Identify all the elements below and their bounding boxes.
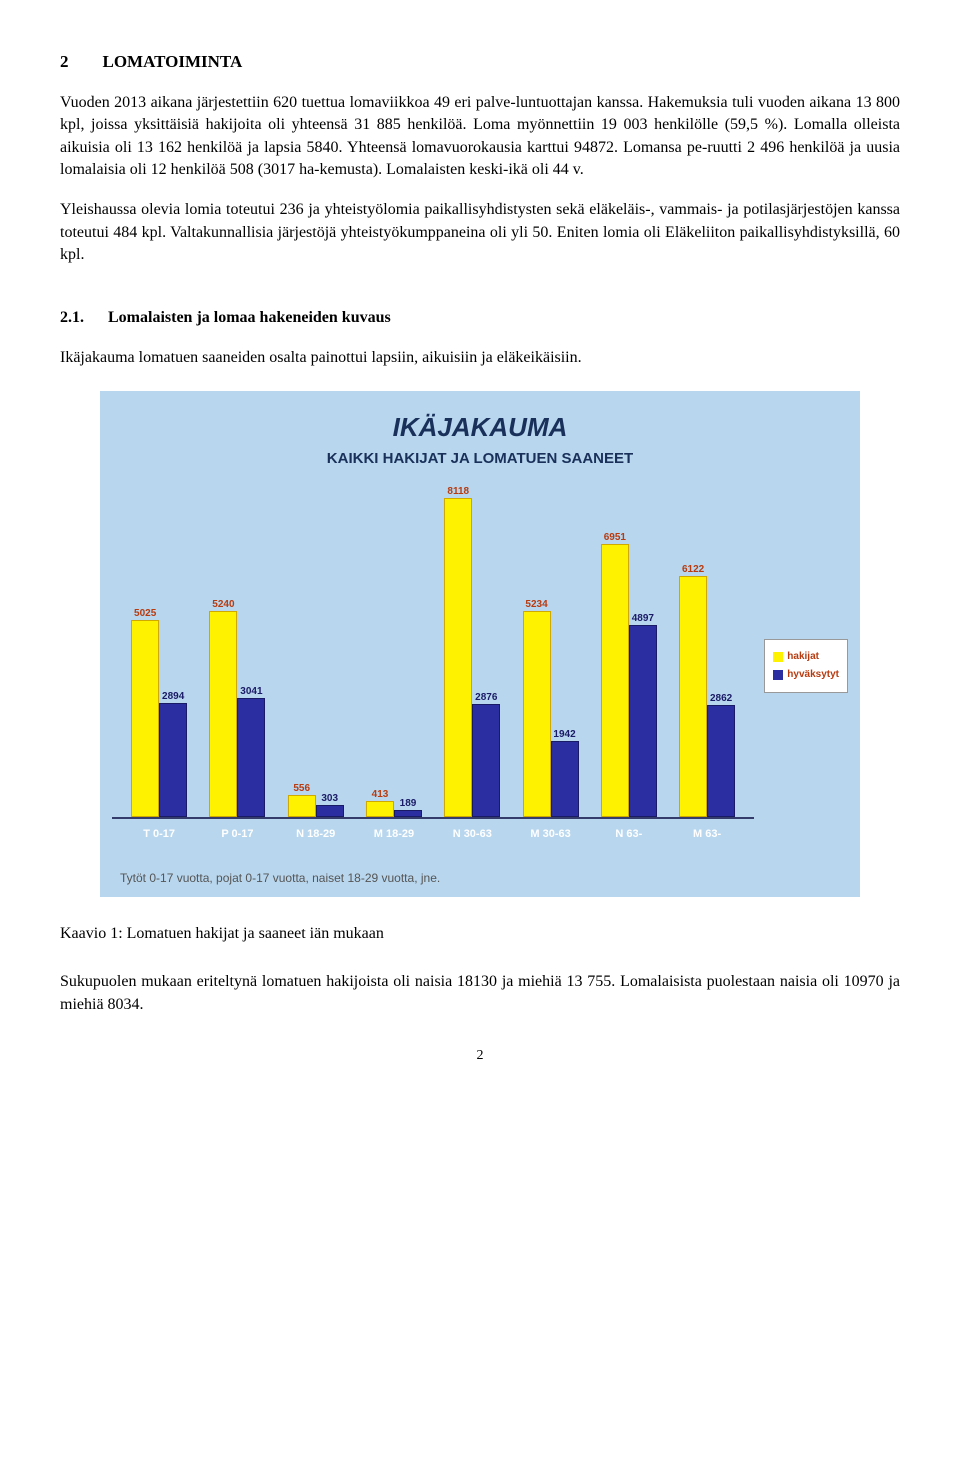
bar-value-label: 2876 — [473, 691, 499, 705]
paragraph-3: Ikäjakauma lomatuen saaneiden osalta pai… — [60, 347, 900, 369]
bar-hyvaksytyt: 1942 — [551, 741, 579, 817]
x-tick-label: M 63- — [677, 827, 737, 842]
bar-group: 50252894 — [131, 487, 187, 817]
legend-item-hakijat: hakijat — [773, 650, 839, 664]
legend-item-hyvaksytyt: hyväksytyt — [773, 668, 839, 682]
plot-area: 5025289452403041556303413189811828765234… — [112, 487, 754, 817]
bar-value-label: 5234 — [524, 598, 550, 612]
bar-hakijat: 8118 — [444, 498, 472, 817]
section-number: 2 — [60, 52, 69, 71]
bar-hyvaksytyt: 2894 — [159, 703, 187, 817]
bar-group: 556303 — [288, 487, 344, 817]
bar-hakijat: 5240 — [209, 611, 237, 817]
legend-label-hyvaksytyt: hyväksytyt — [787, 668, 839, 682]
bar-hakijat: 556 — [288, 795, 316, 817]
x-tick-label: M 18-29 — [364, 827, 424, 842]
bar-group: 61222862 — [679, 487, 735, 817]
bar-hyvaksytyt: 303 — [316, 805, 344, 817]
bar-chart: IKÄJAKAUMA KAIKKI HAKIJAT JA LOMATUEN SA… — [100, 391, 860, 897]
paragraph-4: Sukupuolen mukaan eriteltynä lomatuen ha… — [60, 971, 900, 1016]
bar-value-label: 6122 — [680, 563, 706, 577]
section-heading: 2 LOMATOIMINTA — [60, 50, 900, 74]
bar-hyvaksytyt: 2876 — [472, 704, 500, 817]
chart-title: IKÄJAKAUMA — [112, 409, 848, 445]
subsection-number: 2.1. — [60, 309, 84, 326]
bar-group: 81182876 — [444, 487, 500, 817]
bar-value-label: 4897 — [630, 612, 656, 626]
bar-hakijat: 5025 — [131, 620, 159, 817]
x-tick-label: T 0-17 — [129, 827, 189, 842]
section-title: LOMATOIMINTA — [103, 52, 243, 71]
bar-value-label: 303 — [317, 792, 343, 806]
x-tick-label: N 63- — [599, 827, 659, 842]
x-tick-label: N 30-63 — [442, 827, 502, 842]
bar-hakijat: 6951 — [601, 544, 629, 817]
bar-hyvaksytyt: 189 — [394, 810, 422, 817]
bar-value-label: 6951 — [602, 531, 628, 545]
paragraph-2: Yleishaussa olevia lomia toteutui 236 ja… — [60, 199, 900, 266]
bar-hyvaksytyt: 2862 — [707, 705, 735, 817]
paragraph-1: Vuoden 2013 aikana järjestettiin 620 tue… — [60, 92, 900, 182]
chart-note: Tytöt 0-17 vuotta, pojat 0-17 vuotta, na… — [120, 870, 848, 887]
bar-hakijat: 413 — [366, 801, 394, 817]
bar-hyvaksytyt: 4897 — [629, 625, 657, 817]
bar-value-label: 8118 — [445, 485, 471, 499]
bar-hakijat: 6122 — [679, 576, 707, 817]
x-tick-label: P 0-17 — [207, 827, 267, 842]
legend-swatch-hyvaksytyt — [773, 670, 783, 680]
bar-value-label: 2894 — [160, 690, 186, 704]
legend-label-hakijat: hakijat — [787, 650, 819, 664]
chart-subtitle: KAIKKI HAKIJAT JA LOMATUEN SAANEET — [112, 448, 848, 469]
bar-value-label: 1942 — [552, 728, 578, 742]
bar-value-label: 556 — [289, 782, 315, 796]
bar-value-label: 5240 — [210, 598, 236, 612]
bar-value-label: 413 — [367, 788, 393, 802]
page-number: 2 — [60, 1046, 900, 1066]
bar-value-label: 3041 — [238, 685, 264, 699]
chart-caption: Kaavio 1: Lomatuen hakijat ja saaneet iä… — [60, 923, 900, 945]
subsection-heading: 2.1. Lomalaisten ja lomaa hakeneiden kuv… — [60, 307, 900, 329]
bar-group: 69514897 — [601, 487, 657, 817]
legend-swatch-hakijat — [773, 652, 783, 662]
bar-value-label: 5025 — [132, 607, 158, 621]
bar-group: 52341942 — [523, 487, 579, 817]
x-tick-label: N 18-29 — [286, 827, 346, 842]
bar-group: 52403041 — [209, 487, 265, 817]
chart-container: IKÄJAKAUMA KAIKKI HAKIJAT JA LOMATUEN SA… — [60, 391, 900, 897]
x-tick-label: M 30-63 — [521, 827, 581, 842]
x-axis: T 0-17 P 0-17 N 18-29 M 18-29 N 30-63 M 30-63… — [112, 817, 754, 846]
bar-value-label: 2862 — [708, 692, 734, 706]
bar-value-label: 189 — [395, 797, 421, 811]
bar-hakijat: 5234 — [523, 611, 551, 817]
subsection-title: Lomalaisten ja lomaa hakeneiden kuvaus — [108, 309, 391, 326]
chart-legend: hakijat hyväksytyt — [764, 639, 848, 693]
bar-group: 413189 — [366, 487, 422, 817]
bar-hyvaksytyt: 3041 — [237, 698, 265, 817]
